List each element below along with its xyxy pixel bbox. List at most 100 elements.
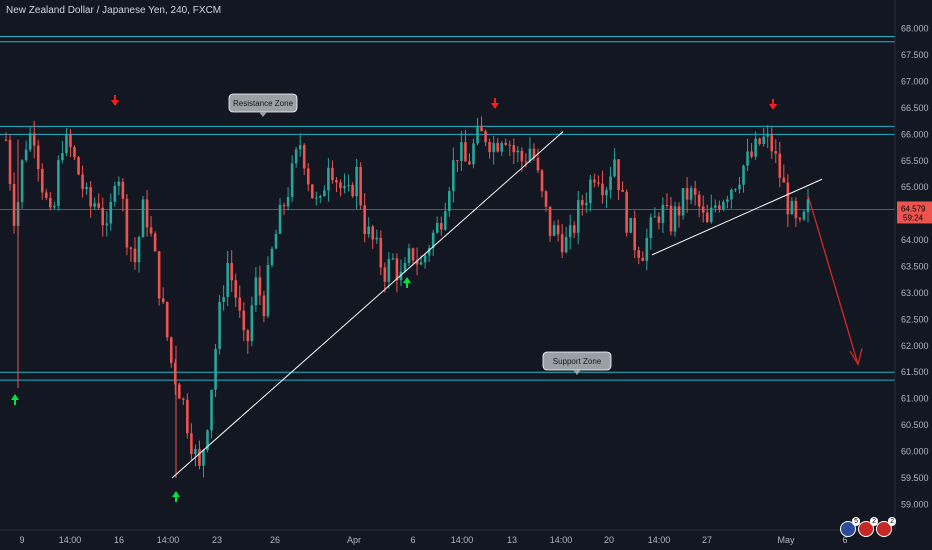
candle-body <box>351 184 354 197</box>
candle-body <box>621 190 624 192</box>
candle-body <box>407 248 411 263</box>
candle-body <box>24 149 28 161</box>
candle-body <box>65 134 68 154</box>
candle-body <box>677 206 681 216</box>
candle-body <box>653 216 657 218</box>
candle-body <box>705 212 709 223</box>
candle-body <box>282 205 286 207</box>
news-icon[interactable]: 2 <box>876 517 896 537</box>
price-tick-label: 61.000 <box>901 394 929 404</box>
price-tick-label: 65.500 <box>901 156 929 166</box>
time-tick-label: 16 <box>114 535 124 545</box>
candle-body <box>464 142 467 162</box>
candle-body <box>649 217 653 238</box>
candle-body <box>532 148 536 158</box>
price-tick-label: 60.500 <box>901 420 929 430</box>
time-tick-label: 27 <box>702 535 712 545</box>
candle-body <box>331 167 334 181</box>
candle-body <box>637 250 641 258</box>
candle-body <box>730 189 733 200</box>
current-price-text: 64.579 <box>901 204 926 213</box>
time-tick-label: 13 <box>507 535 517 545</box>
candle-body <box>468 161 471 165</box>
candle-body <box>568 225 572 238</box>
candle-body <box>173 362 177 385</box>
candle-body <box>496 142 499 152</box>
up-arrow-icon <box>403 277 411 288</box>
candle-body <box>722 201 725 210</box>
candle-body <box>738 184 741 190</box>
candle-body <box>97 203 100 208</box>
candle-body <box>564 237 568 253</box>
candle-body <box>266 264 270 317</box>
candle-body <box>355 166 358 197</box>
candle-body <box>294 149 298 164</box>
time-tick-label: 23 <box>212 535 222 545</box>
price-axis[interactable]: 68.000 67.500 67.000 66.500 66.000 65.500 65.0… <box>894 0 932 530</box>
candle-body <box>439 223 443 230</box>
price-tick-label: 68.000 <box>901 24 929 34</box>
candle-body <box>395 258 399 281</box>
candle-body <box>73 147 76 158</box>
candle-body <box>673 206 677 232</box>
candle-body <box>339 182 342 189</box>
candle-body <box>581 200 584 206</box>
candle-body <box>528 148 532 162</box>
candle-body <box>806 199 810 212</box>
candle-body <box>460 142 463 161</box>
candle-body <box>367 226 371 235</box>
candle-body <box>286 196 290 207</box>
candle-body <box>685 188 689 200</box>
candle-body <box>347 184 350 186</box>
candle-body <box>415 260 419 265</box>
candle-body <box>593 179 596 183</box>
candle-body <box>270 248 274 265</box>
down-arrow-icon <box>491 98 499 109</box>
candle-body <box>536 157 540 171</box>
candle-body <box>512 145 516 153</box>
candle-body <box>790 200 794 215</box>
candle-body <box>371 226 375 240</box>
candle-body <box>718 205 721 210</box>
candle-body <box>85 186 88 189</box>
candle-body <box>40 168 44 193</box>
candle-body <box>36 145 40 169</box>
chart-title: New Zealand Dollar / Japanese Yen, 240, … <box>6 5 222 16</box>
candle-body <box>57 160 60 206</box>
candle-body <box>419 262 423 265</box>
arrow-markers <box>11 95 777 502</box>
candle-body <box>298 145 302 150</box>
candle-body <box>774 151 778 154</box>
time-tick-label: 14:00 <box>648 535 671 545</box>
candle-body <box>750 151 753 157</box>
candle-body <box>556 225 560 235</box>
candle-body <box>431 232 435 249</box>
candle-body <box>448 191 451 212</box>
candle-body <box>327 167 330 191</box>
candle-body <box>617 159 620 191</box>
price-tick-label: 63.000 <box>901 288 929 298</box>
candle-body <box>601 183 604 196</box>
candle-body <box>274 233 278 249</box>
candle-body <box>121 181 125 199</box>
candle-body <box>613 159 616 177</box>
candle-body <box>661 204 665 223</box>
candle-body <box>778 153 782 178</box>
footer-icons[interactable]: 5 2 2 <box>840 517 896 537</box>
price-tick-label: 65.000 <box>901 182 929 192</box>
candle-body <box>585 203 588 206</box>
time-axis[interactable]: 9 14:00 16 14:00 23 26 Apr 6 14:00 13 14:00 20 14:00… <box>0 529 895 545</box>
candle-body <box>319 196 322 198</box>
candle-body <box>669 205 673 232</box>
flag-count: 5 <box>852 517 860 526</box>
flag-icon[interactable]: 5 <box>840 517 860 537</box>
calendar-icon[interactable]: 2 <box>858 517 878 537</box>
candle-body <box>520 150 524 162</box>
candle-body <box>552 225 556 236</box>
candle-body <box>190 433 193 455</box>
candle-body <box>576 200 580 233</box>
candle-body <box>359 166 362 206</box>
candle-body <box>782 177 786 183</box>
time-tick-label: 9 <box>19 535 24 545</box>
